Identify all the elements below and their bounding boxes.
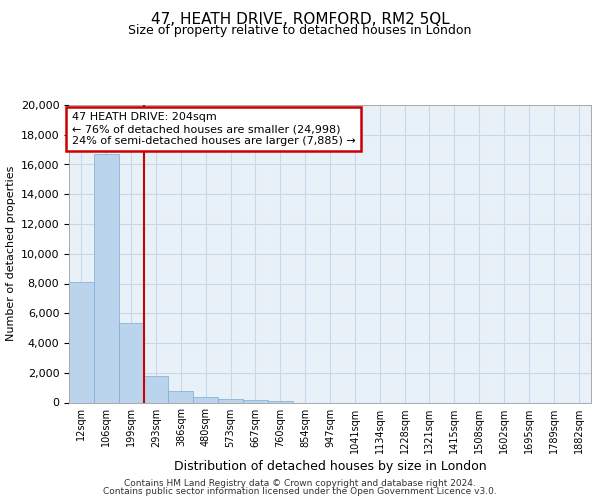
Text: Contains public sector information licensed under the Open Government Licence v3: Contains public sector information licen… — [103, 487, 497, 496]
Bar — [169, 392, 193, 402]
Bar — [268, 400, 293, 402]
Bar — [119, 323, 143, 402]
Bar — [94, 154, 119, 402]
Bar — [193, 398, 218, 402]
Bar — [218, 399, 243, 402]
Text: 47, HEATH DRIVE, ROMFORD, RM2 5QL: 47, HEATH DRIVE, ROMFORD, RM2 5QL — [151, 12, 449, 28]
Bar — [69, 282, 94, 403]
Text: Contains HM Land Registry data © Crown copyright and database right 2024.: Contains HM Land Registry data © Crown c… — [124, 478, 476, 488]
X-axis label: Distribution of detached houses by size in London: Distribution of detached houses by size … — [173, 460, 487, 473]
Y-axis label: Number of detached properties: Number of detached properties — [7, 166, 16, 342]
Text: Size of property relative to detached houses in London: Size of property relative to detached ho… — [128, 24, 472, 37]
Text: 47 HEATH DRIVE: 204sqm
← 76% of detached houses are smaller (24,998)
24% of semi: 47 HEATH DRIVE: 204sqm ← 76% of detached… — [71, 112, 355, 146]
Bar — [143, 376, 169, 402]
Bar — [243, 400, 268, 402]
